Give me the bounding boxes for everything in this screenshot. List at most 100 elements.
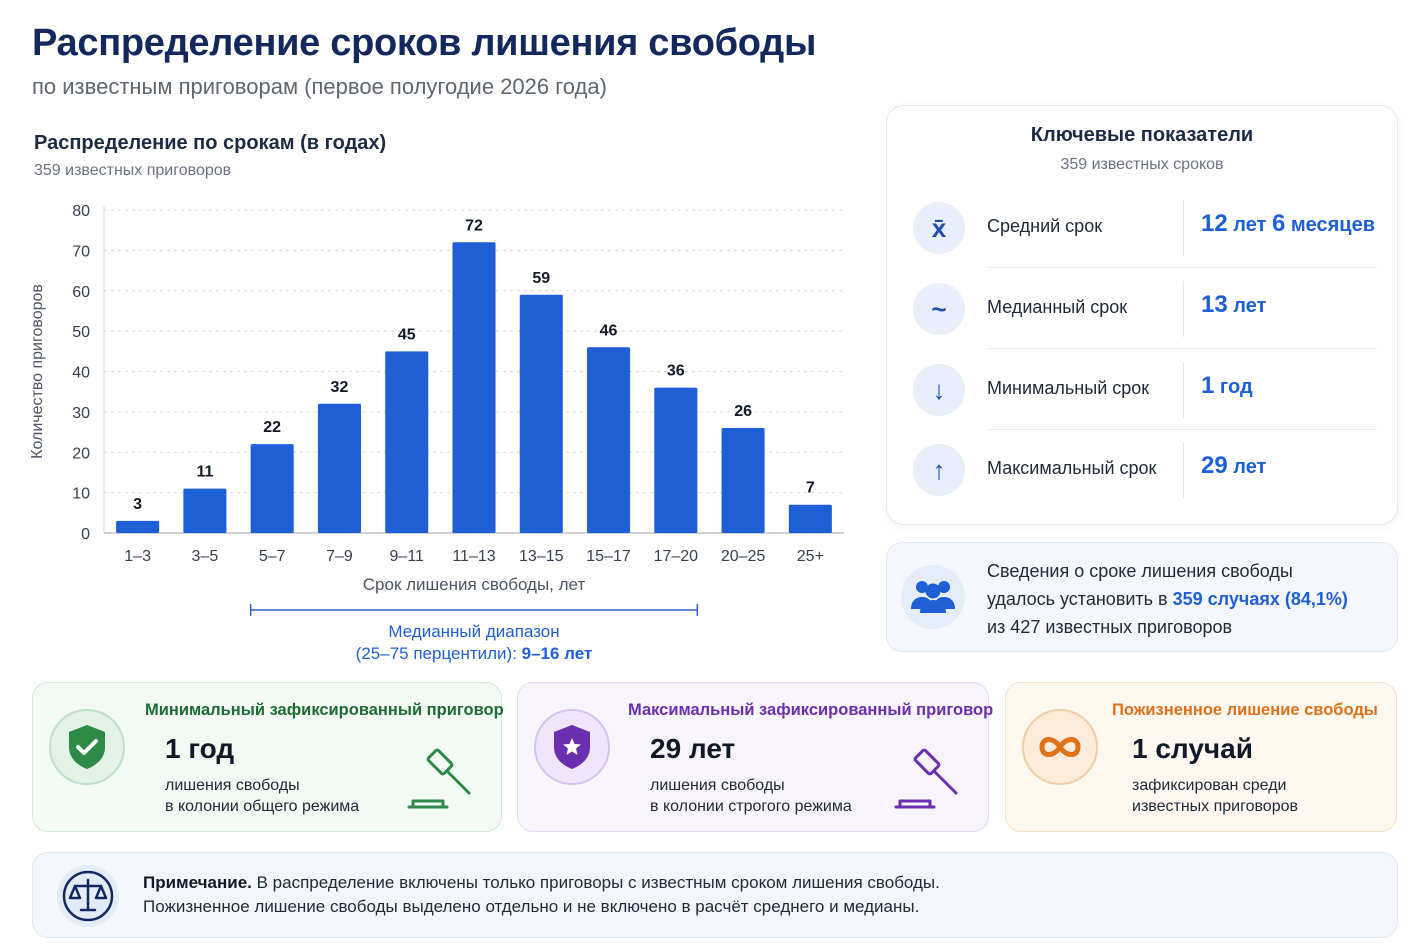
- card-value: 1 случай: [1132, 733, 1253, 764]
- metric-value: 1 год: [1201, 372, 1253, 400]
- key-metrics-panel: Ключевые показатели 359 известных сроков…: [886, 105, 1398, 525]
- metric-unit: лет: [1233, 295, 1267, 317]
- bar-value-label: 45: [398, 326, 416, 343]
- bar-value-label: 11: [196, 464, 213, 481]
- x-tick-label: 7–9: [326, 548, 353, 565]
- metric-number: 13: [1201, 291, 1228, 318]
- shield-star-icon: [534, 709, 610, 785]
- metric-value: 12 лет 6 месяцев: [1201, 210, 1375, 238]
- x-tick-label: 3–5: [192, 548, 219, 565]
- bar: [317, 403, 361, 533]
- footnote-line-1: Примечание. В распределение включены тол…: [143, 871, 940, 895]
- page-subtitle: по известным приговорам (первое полугоди…: [32, 74, 607, 99]
- median-range-percentiles: (25–75 перцентили): 9–16 лет: [356, 644, 593, 663]
- y-tick-label: 40: [72, 365, 90, 382]
- bar-value-label: 26: [734, 403, 752, 420]
- x-axis-label: Срок лишения свободы, лет: [363, 575, 586, 594]
- metric-number: 1: [1201, 372, 1215, 399]
- y-tick-label: 50: [72, 324, 90, 341]
- y-tick-label: 10: [72, 486, 90, 503]
- x-tick-label: 13–15: [519, 548, 564, 565]
- chart-subtitle: 359 известных приговоров: [34, 162, 232, 179]
- x-tick-label: 1–3: [124, 548, 151, 565]
- bar: [788, 504, 832, 533]
- bar: [519, 294, 563, 533]
- bar-value-label: 32: [331, 379, 349, 396]
- metric-value: 13 лет: [1201, 291, 1266, 319]
- card-title: Минимальный зафиксированный приговор: [145, 701, 504, 719]
- arrow-up-icon: ↑: [913, 444, 965, 496]
- metric-min: ↓ Минимальный срок 1 год: [911, 350, 1377, 430]
- coverage-text: Сведения о сроке лишения свободы удалось…: [987, 557, 1348, 641]
- card-desc-line: лишения свободы: [165, 777, 300, 794]
- gavel-icon: [407, 748, 471, 809]
- metric-unit-2: месяцев: [1290, 214, 1376, 236]
- bar-value-label: 3: [133, 496, 142, 513]
- bar: [183, 488, 227, 533]
- page-title: Распределение сроков лишения свободы: [32, 22, 817, 64]
- coverage-line-3: из 427 известных приговоров: [987, 617, 1233, 637]
- coverage-line-1: Сведения о сроке лишения свободы: [987, 561, 1293, 581]
- card-desc-line: в колонии общего режима: [165, 798, 360, 815]
- bar-value-label: 59: [532, 270, 550, 287]
- metric-divider: [1183, 362, 1184, 418]
- x-bar-icon: x̄: [913, 202, 965, 254]
- y-tick-label: 30: [72, 405, 90, 422]
- key-metrics-subtitle: 359 известных сроков: [1060, 156, 1224, 173]
- bar-value-label: 72: [465, 217, 483, 234]
- scales-icon: [57, 865, 119, 927]
- y-tick-label: 0: [81, 526, 90, 543]
- metric-max: ↑ Максимальный срок 29 лет: [911, 430, 1377, 510]
- x-tick-label: 17–20: [654, 548, 699, 565]
- bar: [385, 351, 429, 533]
- coverage-highlight: 359 случаях (84,1%): [1172, 589, 1348, 609]
- metric-median: ~ Медианный срок 13 лет: [911, 269, 1377, 349]
- bar: [721, 428, 765, 533]
- coverage-info-box: Сведения о сроке лишения свободы удалось…: [886, 542, 1398, 652]
- chart-bars: 3 11 22 32 45 72 59 46 36 26 7: [116, 217, 832, 534]
- bar-value-label: 46: [600, 322, 618, 339]
- metric-label: Минимальный срок: [987, 378, 1150, 398]
- metric-mean: x̄ Средний срок 12 лет 6 месяцев: [911, 188, 1377, 268]
- median-range-annotation: Медианный диапазон (25–75 перцентили): 9…: [249, 604, 699, 663]
- max-sentence-card: Максимальный зафиксированный приговор 29…: [517, 682, 993, 832]
- footnote-box: Примечание. В распределение включены тол…: [32, 852, 1398, 938]
- card-title: Максимальный зафиксированный приговор: [628, 701, 994, 719]
- min-sentence-card: Минимальный зафиксированный приговор 1 г…: [32, 682, 504, 832]
- card-desc-line: зафиксирован среди: [1132, 777, 1287, 794]
- metric-unit: год: [1219, 376, 1253, 398]
- bar: [654, 387, 698, 533]
- metric-number: 12: [1201, 210, 1228, 237]
- card-desc-line: лишения свободы: [650, 777, 785, 794]
- shield-check-icon: [49, 709, 125, 785]
- key-metrics-title: Ключевые показатели: [1030, 124, 1254, 146]
- metric-separator: [987, 267, 1377, 268]
- median-range-label: Медианный диапазон: [388, 622, 559, 641]
- people-group-icon: [901, 565, 965, 629]
- footnote-label: Примечание.: [143, 873, 252, 892]
- coverage-line-2: удалось установить в 359 случаях (84,1%): [987, 585, 1348, 613]
- metric-separator: [987, 429, 1377, 430]
- bar: [452, 242, 496, 534]
- footnote-body: В распределение включены только приговор…: [251, 873, 940, 892]
- bar: [116, 520, 160, 533]
- infinity-icon: [1022, 709, 1098, 785]
- coverage-prefix: удалось установить в: [987, 589, 1173, 609]
- median-range-value: 9–16 лет: [522, 644, 593, 663]
- metric-divider: [1183, 281, 1184, 337]
- bar: [250, 444, 294, 533]
- x-tick-label: 9–11: [390, 548, 425, 565]
- metric-separator: [987, 348, 1377, 349]
- metric-label: Медианный срок: [987, 297, 1128, 317]
- metric-unit: лет: [1233, 214, 1267, 236]
- y-tick-label: 70: [72, 243, 90, 260]
- metric-number-2: 6: [1271, 210, 1286, 237]
- metric-unit: лет: [1233, 456, 1267, 478]
- x-tick-label: 15–17: [586, 548, 631, 565]
- y-axis-label: Количество приговоров: [29, 284, 46, 459]
- chart-title: Распределение по срокам (в годах): [34, 132, 387, 154]
- metric-value: 29 лет: [1201, 452, 1266, 480]
- metric-number: 29: [1201, 452, 1228, 479]
- y-axis-ticks: 0 10 20 30 40 50 60 70 80: [72, 203, 90, 543]
- card-description: лишения свободы в колонии общего режима: [165, 775, 359, 817]
